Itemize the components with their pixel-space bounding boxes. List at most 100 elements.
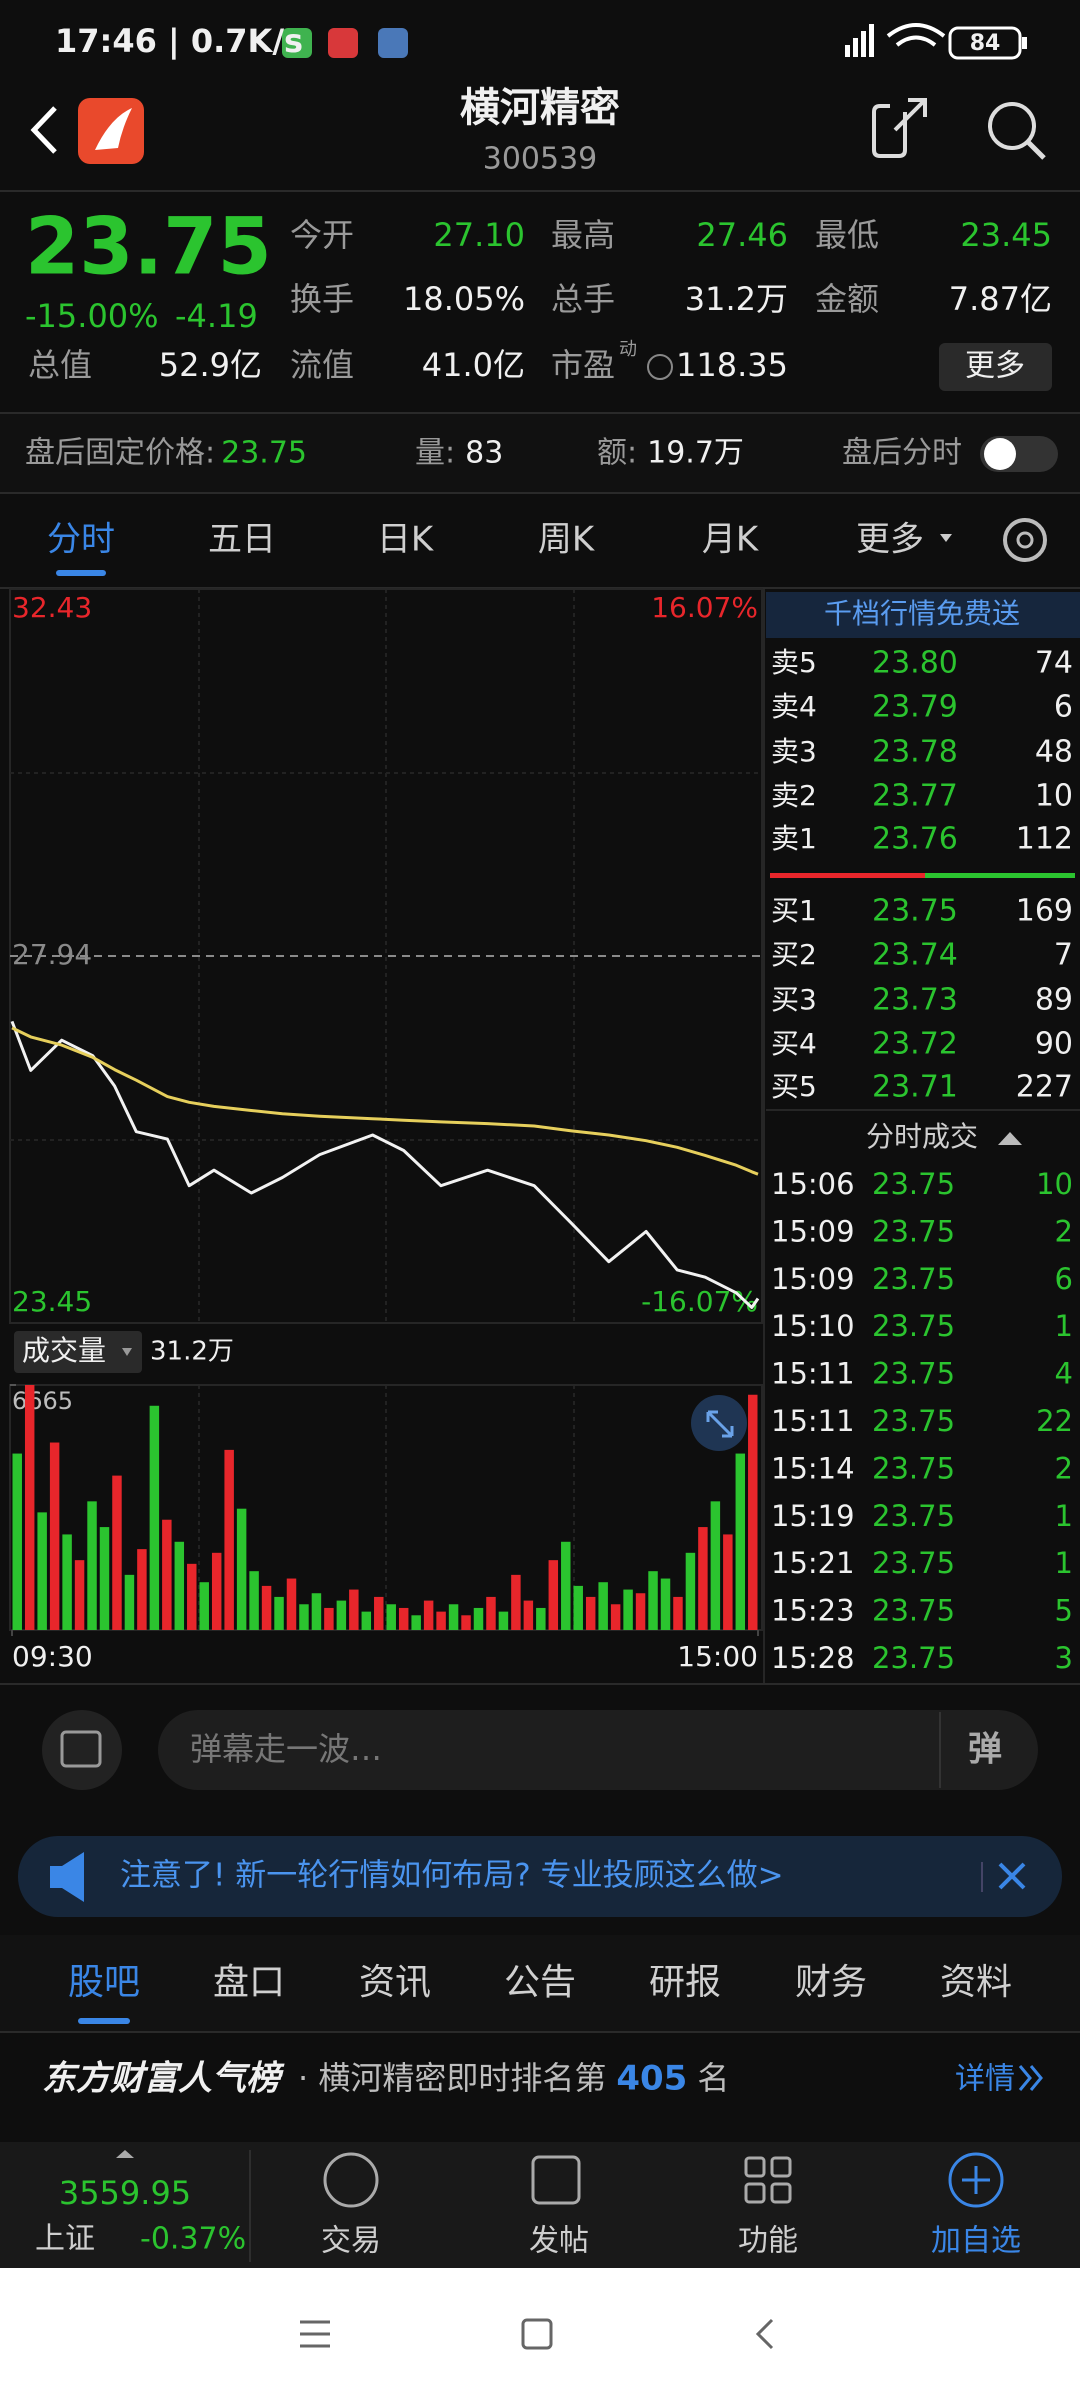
volume-bar bbox=[448, 1604, 459, 1630]
volume-tick-label: 6665 bbox=[12, 1387, 73, 1415]
more-button-bg[interactable] bbox=[939, 343, 1052, 391]
search-button[interactable] bbox=[988, 102, 1046, 160]
home-button[interactable] bbox=[521, 2318, 553, 2350]
volume-bar bbox=[336, 1600, 347, 1630]
settings-button[interactable] bbox=[1003, 518, 1047, 562]
dropdown-arrow bbox=[940, 534, 952, 542]
chart-tab[interactable]: 月K bbox=[702, 520, 760, 560]
order-volume: 89 bbox=[1035, 983, 1073, 1018]
sort-arrow bbox=[998, 1132, 1022, 1145]
chart-tab[interactable]: 分时 bbox=[47, 520, 115, 560]
ranking-link[interactable]: 详情 bbox=[955, 2062, 1015, 2097]
nav-item[interactable]: 功能 bbox=[738, 2224, 798, 2259]
trade-time: 15:10 bbox=[771, 1309, 855, 1343]
y2-tick-label: 16.07% bbox=[651, 591, 758, 624]
trade-time: 15:19 bbox=[771, 1499, 855, 1533]
volume-bar bbox=[498, 1611, 509, 1630]
y2-tick-label: -16.07% bbox=[641, 1285, 758, 1318]
quote-value: 18.05% bbox=[403, 280, 525, 318]
section-tab[interactable]: 盘口 bbox=[213, 1962, 285, 2003]
order-volume: 48 bbox=[1035, 735, 1073, 770]
nav-item[interactable]: 交易 bbox=[321, 2224, 381, 2259]
chart-tab[interactable]: 日K bbox=[377, 520, 435, 560]
quote-label: 总手 bbox=[551, 280, 615, 318]
order-price: 23.76 bbox=[872, 822, 958, 857]
volume-total: 31.2万 bbox=[150, 1337, 234, 1367]
chart-tab[interactable]: 更多 bbox=[856, 520, 924, 560]
order-label: 买5 bbox=[771, 1070, 817, 1103]
trade-volume: 22 bbox=[1036, 1404, 1073, 1438]
order-label: 卖4 bbox=[771, 690, 817, 723]
battery-tip bbox=[1022, 37, 1027, 49]
comment-input[interactable] bbox=[158, 1710, 1038, 1790]
danmaku-button[interactable]: 弹 bbox=[968, 1730, 1002, 1770]
order-price: 23.72 bbox=[872, 1027, 958, 1062]
volume-bar bbox=[511, 1574, 521, 1630]
section-tab[interactable]: 股吧 bbox=[68, 1962, 140, 2003]
trade-volume: 1 bbox=[1055, 1546, 1073, 1580]
volume-bar bbox=[685, 1552, 696, 1630]
expand-icon bbox=[706, 1410, 734, 1438]
trade-volume: 6 bbox=[1055, 1262, 1073, 1296]
wifi-icon bbox=[886, 23, 946, 47]
back-button[interactable] bbox=[30, 106, 57, 154]
order-label: 买1 bbox=[771, 894, 817, 927]
trade-time: 15:28 bbox=[771, 1641, 855, 1675]
comment-placeholder[interactable]: 弹幕走一波… bbox=[190, 1730, 382, 1768]
notice-banner[interactable] bbox=[18, 1836, 1062, 1917]
y-tick-label: 23.45 bbox=[12, 1285, 92, 1318]
trade-time: 15:06 bbox=[771, 1167, 855, 1201]
volume-selector[interactable] bbox=[14, 1331, 142, 1373]
x-tick-label: 15:00 bbox=[677, 1640, 758, 1673]
change: -4.19 bbox=[175, 297, 258, 335]
close-button[interactable] bbox=[998, 1862, 1026, 1890]
order-price: 23.75 bbox=[872, 894, 958, 929]
app-icon bbox=[378, 28, 408, 58]
volume-bar bbox=[735, 1453, 746, 1630]
order-book-banner[interactable] bbox=[766, 592, 1080, 638]
volume-bar bbox=[12, 1453, 22, 1630]
more-button[interactable]: 更多 bbox=[965, 349, 1025, 384]
pe-info-icon[interactable] bbox=[647, 354, 673, 380]
volume-bar bbox=[249, 1571, 259, 1630]
tab-underline bbox=[56, 570, 106, 576]
volume-bar bbox=[24, 1385, 35, 1630]
x-tick-label: 09:30 bbox=[12, 1640, 93, 1673]
volume-frame bbox=[9, 1384, 763, 1631]
nav-item[interactable]: 发帖 bbox=[529, 2224, 589, 2259]
section-tab[interactable]: 财务 bbox=[795, 1962, 867, 2003]
menu-button[interactable] bbox=[300, 2320, 330, 2348]
ranking-suffix: 名 bbox=[697, 2059, 729, 2097]
toggle-knob[interactable] bbox=[984, 438, 1016, 470]
section-tab[interactable]: 资料 bbox=[940, 1962, 1012, 2003]
volume-bar bbox=[648, 1571, 658, 1630]
back-nav-button[interactable] bbox=[755, 2318, 774, 2350]
section-tab[interactable]: 资讯 bbox=[359, 1962, 431, 2003]
index-value[interactable]: 3559.95 bbox=[59, 2174, 191, 2212]
volume-title[interactable]: 成交量 bbox=[22, 1334, 106, 1367]
index-name: 上证 bbox=[35, 2222, 95, 2257]
order-book-banner[interactable]: 千档行情免费送 bbox=[824, 597, 1020, 630]
trade-volume: 2 bbox=[1055, 1451, 1073, 1485]
section-tab[interactable]: 研报 bbox=[649, 1962, 721, 2003]
chart-tab[interactable]: 周K bbox=[538, 520, 596, 560]
order-label: 买2 bbox=[771, 938, 817, 971]
volume-bar bbox=[486, 1596, 496, 1630]
battery-icon bbox=[948, 26, 1022, 60]
battery-level: 84 bbox=[970, 31, 1001, 56]
chart-tab[interactable]: 五日 bbox=[208, 520, 276, 560]
after-hours-bg bbox=[0, 413, 1080, 493]
order-volume: 227 bbox=[1016, 1070, 1073, 1105]
order-price: 23.71 bbox=[872, 1070, 958, 1105]
section-tab[interactable]: 公告 bbox=[504, 1962, 576, 2003]
danmaku-settings[interactable] bbox=[42, 1710, 122, 1790]
quote-label: 今开 bbox=[290, 216, 354, 254]
index-change: -0.37% bbox=[140, 2222, 246, 2257]
y-tick-label: 27.94 bbox=[12, 938, 92, 971]
share-button[interactable] bbox=[872, 98, 927, 158]
notice-text[interactable]: 注意了! 新一轮行情如何布局? 专业投顾这么做> bbox=[120, 1858, 784, 1894]
trade-price: 23.75 bbox=[872, 1546, 955, 1580]
nav-item[interactable]: 加自选 bbox=[931, 2224, 1021, 2259]
section-tab-underline bbox=[78, 2018, 130, 2024]
